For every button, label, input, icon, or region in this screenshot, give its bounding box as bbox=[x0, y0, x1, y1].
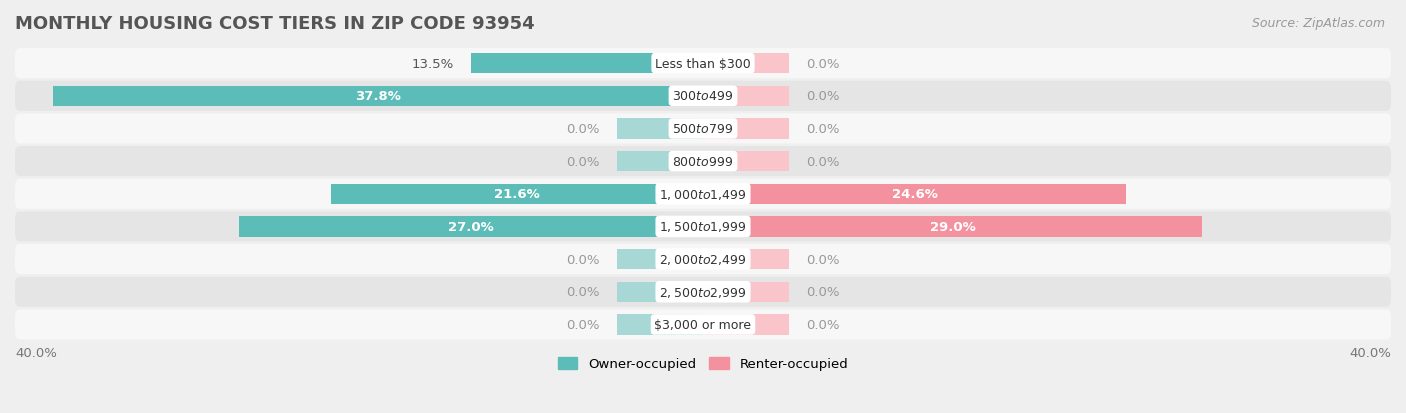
Text: $500 to $799: $500 to $799 bbox=[672, 123, 734, 135]
Bar bbox=[617, 119, 703, 139]
Text: 0.0%: 0.0% bbox=[806, 90, 839, 103]
Bar bbox=[703, 217, 1202, 237]
Text: 27.0%: 27.0% bbox=[449, 221, 494, 233]
FancyBboxPatch shape bbox=[15, 147, 1391, 177]
Text: Source: ZipAtlas.com: Source: ZipAtlas.com bbox=[1251, 17, 1385, 29]
Bar bbox=[471, 54, 703, 74]
Text: 40.0%: 40.0% bbox=[15, 346, 56, 359]
Text: $300 to $499: $300 to $499 bbox=[672, 90, 734, 103]
Bar bbox=[703, 249, 789, 270]
FancyBboxPatch shape bbox=[15, 212, 1391, 242]
FancyBboxPatch shape bbox=[15, 81, 1391, 112]
Bar bbox=[703, 119, 789, 139]
Legend: Owner-occupied, Renter-occupied: Owner-occupied, Renter-occupied bbox=[553, 351, 853, 375]
Bar bbox=[703, 315, 789, 335]
Text: 29.0%: 29.0% bbox=[929, 221, 976, 233]
Bar bbox=[617, 282, 703, 302]
FancyBboxPatch shape bbox=[15, 49, 1391, 79]
Text: 0.0%: 0.0% bbox=[567, 253, 600, 266]
Bar bbox=[703, 282, 789, 302]
Text: 0.0%: 0.0% bbox=[806, 318, 839, 331]
Bar bbox=[332, 184, 703, 204]
Text: 0.0%: 0.0% bbox=[806, 123, 839, 135]
Bar bbox=[239, 217, 703, 237]
Text: 0.0%: 0.0% bbox=[567, 285, 600, 299]
Text: $2,500 to $2,999: $2,500 to $2,999 bbox=[659, 285, 747, 299]
FancyBboxPatch shape bbox=[15, 179, 1391, 209]
Bar bbox=[703, 184, 1126, 204]
Text: $1,500 to $1,999: $1,500 to $1,999 bbox=[659, 220, 747, 234]
Text: 13.5%: 13.5% bbox=[412, 57, 454, 71]
Text: Less than $300: Less than $300 bbox=[655, 57, 751, 71]
Text: MONTHLY HOUSING COST TIERS IN ZIP CODE 93954: MONTHLY HOUSING COST TIERS IN ZIP CODE 9… bbox=[15, 15, 534, 33]
Bar bbox=[617, 152, 703, 172]
FancyBboxPatch shape bbox=[15, 277, 1391, 307]
FancyBboxPatch shape bbox=[15, 310, 1391, 339]
Text: $3,000 or more: $3,000 or more bbox=[655, 318, 751, 331]
Text: 0.0%: 0.0% bbox=[806, 57, 839, 71]
Bar bbox=[53, 86, 703, 107]
Text: 37.8%: 37.8% bbox=[354, 90, 401, 103]
Text: 40.0%: 40.0% bbox=[1350, 346, 1391, 359]
Text: 0.0%: 0.0% bbox=[806, 155, 839, 168]
Text: 0.0%: 0.0% bbox=[806, 253, 839, 266]
Text: 0.0%: 0.0% bbox=[567, 123, 600, 135]
Text: 24.6%: 24.6% bbox=[891, 188, 938, 201]
Text: $2,000 to $2,499: $2,000 to $2,499 bbox=[659, 252, 747, 266]
Bar bbox=[703, 86, 789, 107]
FancyBboxPatch shape bbox=[15, 114, 1391, 144]
Text: 21.6%: 21.6% bbox=[495, 188, 540, 201]
Bar bbox=[617, 249, 703, 270]
Text: 0.0%: 0.0% bbox=[806, 285, 839, 299]
Bar bbox=[617, 315, 703, 335]
Text: $1,000 to $1,499: $1,000 to $1,499 bbox=[659, 188, 747, 201]
Text: 0.0%: 0.0% bbox=[567, 318, 600, 331]
FancyBboxPatch shape bbox=[15, 244, 1391, 275]
Bar bbox=[703, 54, 789, 74]
Text: $800 to $999: $800 to $999 bbox=[672, 155, 734, 168]
Text: 0.0%: 0.0% bbox=[567, 155, 600, 168]
Bar bbox=[703, 152, 789, 172]
